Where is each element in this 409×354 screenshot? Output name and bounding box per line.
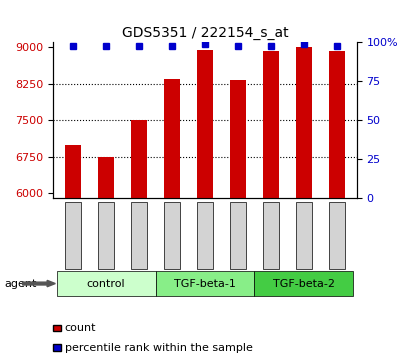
Text: percentile rank within the sample: percentile rank within the sample xyxy=(65,343,252,353)
Bar xyxy=(229,80,246,198)
Bar xyxy=(328,51,344,198)
Bar xyxy=(262,51,279,198)
Bar xyxy=(130,120,147,198)
Bar xyxy=(65,145,81,198)
Text: control: control xyxy=(87,279,125,289)
Text: TGF-beta-1: TGF-beta-1 xyxy=(174,279,235,289)
Text: count: count xyxy=(65,323,96,333)
Bar xyxy=(196,50,213,198)
Bar xyxy=(163,79,180,198)
Text: agent: agent xyxy=(4,279,36,289)
Title: GDS5351 / 222154_s_at: GDS5351 / 222154_s_at xyxy=(121,26,288,40)
Bar xyxy=(98,157,114,198)
Text: TGF-beta-2: TGF-beta-2 xyxy=(272,279,334,289)
Bar xyxy=(295,47,311,198)
